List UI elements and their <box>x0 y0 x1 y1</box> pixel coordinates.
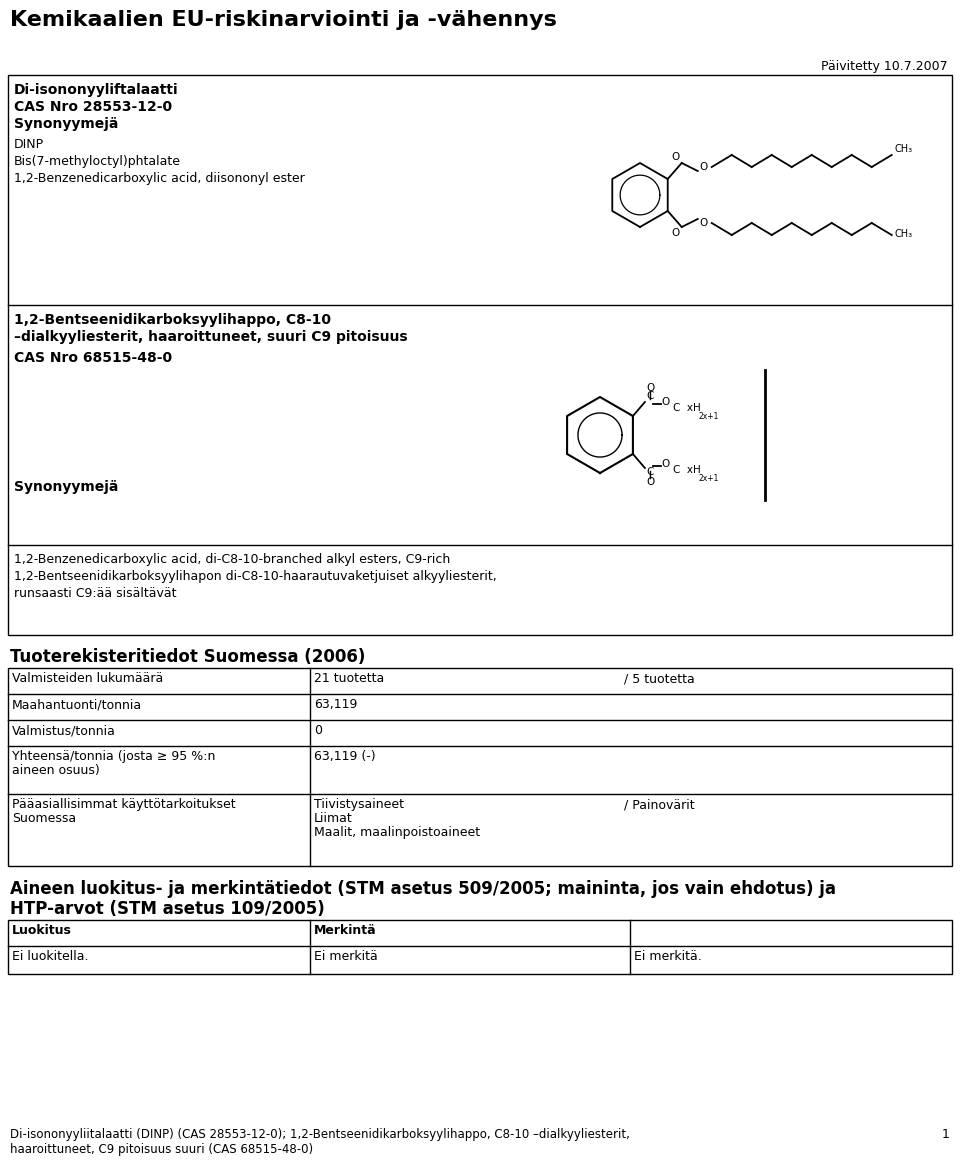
Text: CAS Nro 28553-12-0: CAS Nro 28553-12-0 <box>14 100 172 114</box>
Text: CH₃: CH₃ <box>895 144 913 155</box>
Text: Di-isononyyliftalaatti: Di-isononyyliftalaatti <box>14 83 179 96</box>
Text: / Painovärit: / Painovärit <box>624 798 695 811</box>
Text: 1,2-Bentseenidikarboksyylihapon di-C8-10-haarautuvaketjuiset alkyyliesterit,: 1,2-Bentseenidikarboksyylihapon di-C8-10… <box>14 571 496 583</box>
Text: Pääasiallisimmat käyttötarkoitukset: Pääasiallisimmat käyttötarkoitukset <box>12 798 235 811</box>
Text: Maahantuonti/tonnia: Maahantuonti/tonnia <box>12 698 142 711</box>
Bar <box>8 668 952 866</box>
Text: –dialkyyliesterit, haaroittuneet, suuri C9 pitoisuus: –dialkyyliesterit, haaroittuneet, suuri … <box>14 330 408 344</box>
Text: Luokitus: Luokitus <box>12 924 72 937</box>
Text: Merkintä: Merkintä <box>314 924 376 937</box>
Text: 1,2-Benzenedicarboxylic acid, di-C8-10-branched alkyl esters, C9-rich: 1,2-Benzenedicarboxylic acid, di-C8-10-b… <box>14 553 450 566</box>
Text: 0: 0 <box>314 724 322 737</box>
Text: / 5 tuotetta: / 5 tuotetta <box>624 672 695 686</box>
Text: Ei merkitä.: Ei merkitä. <box>634 951 702 963</box>
Text: O: O <box>672 152 680 162</box>
Text: CH₃: CH₃ <box>895 229 913 239</box>
Text: C  xH: C xH <box>673 403 701 413</box>
Text: 63,119 (-): 63,119 (-) <box>314 749 375 763</box>
Text: O: O <box>647 476 655 487</box>
Text: 21 tuotetta: 21 tuotetta <box>314 672 384 686</box>
Text: Ei luokitella.: Ei luokitella. <box>12 951 88 963</box>
Text: C  xH: C xH <box>673 465 701 475</box>
Text: Tuoterekisteritiedot Suomessa (2006): Tuoterekisteritiedot Suomessa (2006) <box>10 648 366 666</box>
Text: runsaasti C9:ää sisältävät: runsaasti C9:ää sisältävät <box>14 587 177 600</box>
Bar <box>8 920 952 974</box>
Bar <box>8 76 952 634</box>
Text: Maalit, maalinpoistoaineet: Maalit, maalinpoistoaineet <box>314 826 480 839</box>
Text: 2x+1: 2x+1 <box>699 474 719 483</box>
Text: 1,2-Benzenedicarboxylic acid, diisononyl ester: 1,2-Benzenedicarboxylic acid, diisononyl… <box>14 172 304 185</box>
Text: Valmistus/tonnia: Valmistus/tonnia <box>12 724 116 737</box>
Text: CAS Nro 68515-48-0: CAS Nro 68515-48-0 <box>14 351 172 365</box>
Text: Liimat: Liimat <box>314 812 352 825</box>
Text: Suomessa: Suomessa <box>12 812 76 825</box>
Text: O: O <box>672 228 680 238</box>
Text: O: O <box>660 397 669 407</box>
Text: Synonyymejä: Synonyymejä <box>14 117 118 131</box>
Text: 2x+1: 2x+1 <box>699 413 719 421</box>
Text: O: O <box>660 459 669 469</box>
Text: O: O <box>700 162 708 172</box>
Text: Synonyymejä: Synonyymejä <box>14 480 118 494</box>
Text: C: C <box>646 390 654 401</box>
Text: O: O <box>647 383 655 393</box>
Text: Kemikaalien EU-riskinarviointi ja -vähennys: Kemikaalien EU-riskinarviointi ja -vähen… <box>10 10 557 30</box>
Text: HTP-arvot (STM asetus 109/2005): HTP-arvot (STM asetus 109/2005) <box>10 901 324 918</box>
Text: 1,2-Bentseenidikarboksyylihappo, C8-10: 1,2-Bentseenidikarboksyylihappo, C8-10 <box>14 313 331 327</box>
Text: C: C <box>646 467 654 476</box>
Text: 1: 1 <box>942 1128 950 1141</box>
Text: Aineen luokitus- ja merkintätiedot (STM asetus 509/2005; maininta, jos vain ehdo: Aineen luokitus- ja merkintätiedot (STM … <box>10 880 836 898</box>
Text: Bis(7-methyloctyl)phtalate: Bis(7-methyloctyl)phtalate <box>14 155 181 168</box>
Text: Päivitetty 10.7.2007: Päivitetty 10.7.2007 <box>822 60 948 73</box>
Text: Yhteensä/tonnia (josta ≥ 95 %:n: Yhteensä/tonnia (josta ≥ 95 %:n <box>12 749 215 763</box>
Text: 63,119: 63,119 <box>314 698 357 711</box>
Text: DINP: DINP <box>14 138 44 151</box>
Text: Ei merkitä: Ei merkitä <box>314 951 377 963</box>
Text: haaroittuneet, C9 pitoisuus suuri (CAS 68515-48-0): haaroittuneet, C9 pitoisuus suuri (CAS 6… <box>10 1143 313 1156</box>
Text: O: O <box>700 218 708 228</box>
Text: Tiivistysaineet: Tiivistysaineet <box>314 798 404 811</box>
Text: Di-isononyyliitalaatti (DINP) (CAS 28553-12-0); 1,2-Bentseenidikarboksyylihappo,: Di-isononyyliitalaatti (DINP) (CAS 28553… <box>10 1128 630 1141</box>
Text: Valmisteiden lukumäärä: Valmisteiden lukumäärä <box>12 672 163 686</box>
Text: aineen osuus): aineen osuus) <box>12 763 100 777</box>
